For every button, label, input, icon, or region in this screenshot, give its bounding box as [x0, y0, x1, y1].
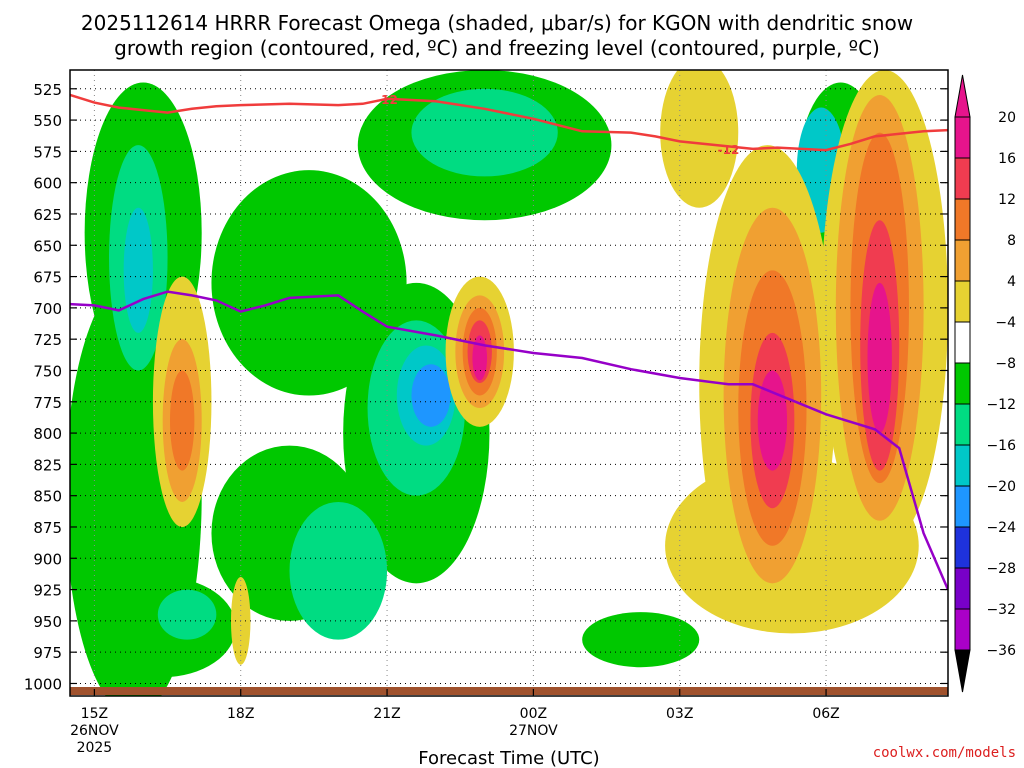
omega-region-12 — [411, 88, 558, 177]
y-axis: 525 550 575 600 625 650 675 700 725 750 775 800 825 8… — [24, 81, 948, 693]
colorbar-band-7 — [954, 403, 971, 446]
x-tick-label-0-1: 26NOV — [70, 723, 119, 739]
colorbar-band-8 — [954, 444, 971, 487]
y-tick-label-7: 700 — [33, 300, 62, 318]
colorbar-top-arrow — [954, 74, 971, 118]
colorbar-band-12 — [954, 608, 971, 651]
colorbar-label-11: −28 — [986, 561, 1016, 577]
colorbar-band-10 — [954, 526, 971, 569]
credit-text: coolwx.com/models — [873, 745, 1016, 761]
title-line-2: growth region (contoured, red, ºC) and f… — [114, 36, 880, 60]
colorbar-band-2 — [954, 198, 971, 241]
y-tick-label-2: 575 — [33, 143, 62, 161]
colorbar-label-8: −16 — [986, 438, 1016, 454]
plot-frame — [69, 69, 949, 697]
colorbar-label-10: −24 — [986, 520, 1016, 536]
dgz-contour-label-0: -12 — [376, 93, 398, 107]
colorbar-label-4: 4 — [1007, 274, 1016, 290]
colorbar-band-3 — [954, 239, 971, 282]
y-tick-label-0: 525 — [33, 81, 62, 99]
colorbar-label-3: 8 — [1007, 233, 1016, 249]
colorbar-band-0 — [954, 116, 971, 159]
y-tick-label-1: 550 — [33, 112, 62, 130]
y-tick-label-14: 875 — [33, 519, 62, 537]
y-tick-label-11: 800 — [33, 425, 62, 443]
colorbar-label-7: −12 — [986, 397, 1016, 413]
colorbar-band-11 — [954, 567, 971, 610]
colorbar-bottom-arrow — [954, 649, 971, 693]
contour-lines: -12 -12 — [70, 93, 948, 591]
x-axis-label: Forecast Time (UTC) — [418, 748, 599, 768]
omega-region-15 — [123, 207, 153, 333]
y-tick-label-15: 900 — [33, 550, 62, 568]
y-tick-label-4: 625 — [33, 206, 62, 224]
x-tick-label-5-0: 06Z — [812, 706, 839, 722]
colorbar-band-4 — [954, 280, 971, 323]
x-tick-label-3-1: 27NOV — [509, 723, 558, 739]
y-tick-label-19: 1000 — [24, 675, 62, 693]
omega-shading — [70, 70, 948, 696]
x-tick-label-0-2: 2025 — [77, 740, 113, 756]
y-tick-label-8: 725 — [33, 331, 62, 349]
y-tick-label-13: 850 — [33, 488, 62, 506]
omega-region-29 — [169, 370, 195, 471]
colorbar: 20 16 12 8 4 −4 −8 −12 −16 −20 −24 −28 −32 −36 — [954, 74, 1016, 693]
chart-title: 2025112614 HRRR Forecast Omega (shaded, … — [81, 11, 913, 60]
omega-region-37 — [757, 370, 788, 471]
y-tick-label-12: 825 — [33, 456, 62, 474]
colorbar-label-9: −20 — [986, 479, 1016, 495]
x-tick-label-2-0: 21Z — [373, 706, 400, 722]
y-tick-label-5: 650 — [33, 237, 62, 255]
omega-region-10 — [289, 501, 388, 640]
omega-region-7 — [582, 612, 700, 668]
colorbar-band-1 — [954, 157, 971, 200]
y-tick-label-10: 775 — [33, 394, 62, 412]
y-tick-label-9: 750 — [33, 362, 62, 380]
colorbar-band-6 — [954, 362, 971, 405]
y-tick-label-6: 675 — [33, 269, 62, 287]
dgz-contour-label-1: -12 — [718, 143, 740, 157]
colorbar-label-0: 20 — [998, 110, 1016, 126]
colorbar-label-2: 12 — [998, 192, 1016, 208]
omega-region-36 — [472, 335, 488, 381]
colorbar-label-5: −4 — [995, 315, 1016, 331]
y-tick-label-3: 600 — [33, 175, 62, 193]
omega-region-13 — [157, 589, 217, 640]
colorbar-label-6: −8 — [995, 356, 1016, 372]
x-tick-label-1-0: 18Z — [227, 706, 254, 722]
x-tick-label-4-0: 03Z — [666, 706, 693, 722]
omega-region-20 — [660, 70, 739, 208]
title-line-1: 2025112614 HRRR Forecast Omega (shaded, … — [81, 11, 913, 35]
x-tick-label-3-0: 00Z — [520, 706, 547, 722]
y-tick-label-18: 975 — [33, 644, 62, 662]
x-tick-label-0-0: 15Z — [81, 706, 108, 722]
ground-strip — [70, 687, 948, 695]
colorbar-label-13: −36 — [986, 643, 1016, 659]
colorbar-label-1: 16 — [998, 151, 1016, 167]
omega-region-38 — [867, 282, 892, 434]
freezing-level-contour — [70, 290, 948, 591]
dgz-contour-minus12 — [70, 93, 948, 152]
colorbar-band-5 — [954, 321, 971, 364]
y-tick-label-17: 950 — [33, 613, 62, 631]
y-tick-label-16: 925 — [33, 582, 62, 600]
omega-region-17 — [411, 364, 451, 427]
colorbar-band-9 — [954, 485, 971, 528]
colorbar-label-12: −32 — [986, 602, 1016, 618]
